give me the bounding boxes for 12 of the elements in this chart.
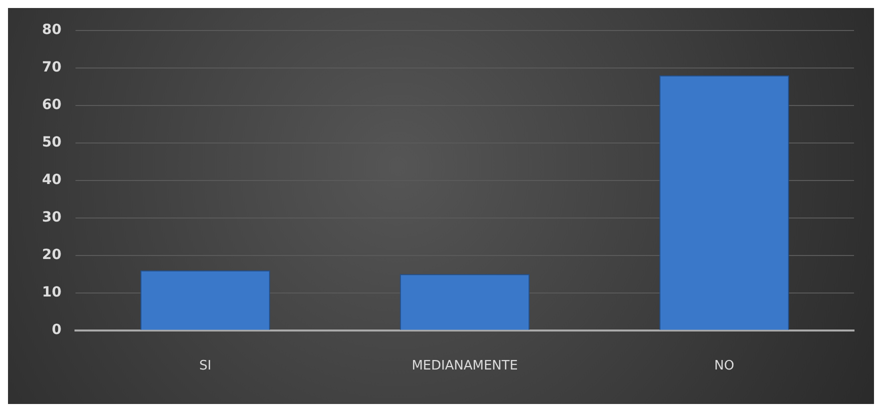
y-tick-label: 50 xyxy=(42,134,62,151)
x-tick-label: SI xyxy=(199,358,212,374)
y-tick-label: 10 xyxy=(42,284,62,301)
y-tick-label: 40 xyxy=(42,172,62,188)
x-tick-label: MEDIANAMENTE xyxy=(412,358,518,374)
y-tick-label: 70 xyxy=(42,60,62,76)
y-tick-label: 0 xyxy=(52,322,62,338)
x-tick-label: NO xyxy=(714,358,734,374)
y-tick-label: 20 xyxy=(42,247,62,264)
y-tick-label: 80 xyxy=(42,22,62,38)
y-tick-label: 60 xyxy=(42,97,62,114)
y-tick-label: 30 xyxy=(42,210,62,226)
